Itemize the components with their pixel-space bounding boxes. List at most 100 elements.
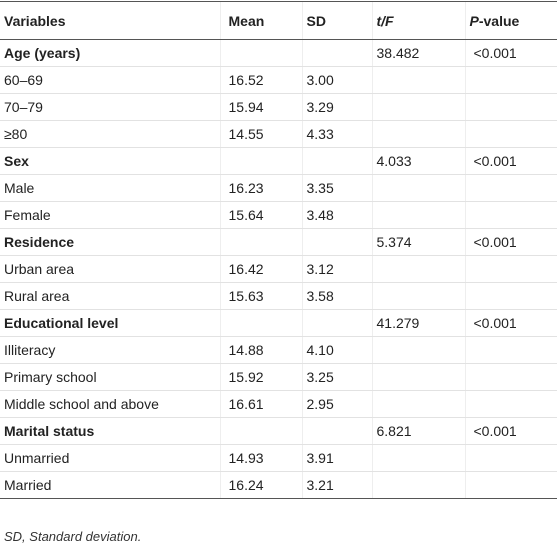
empty-cell	[464, 120, 557, 148]
item-row: Rural area 15.63 3.58	[0, 282, 557, 310]
empty-cell	[464, 444, 557, 472]
tf-value: 41.279	[371, 309, 465, 337]
group-row: Educational level 41.279 <0.001	[0, 309, 557, 337]
mean-value: 15.63	[219, 282, 302, 310]
empty-cell	[371, 390, 465, 418]
column-header: SD	[301, 1, 372, 40]
empty-cell	[219, 309, 302, 337]
item-label: Urban area	[0, 255, 220, 283]
p-value: <0.001	[464, 147, 557, 175]
group-row: Marital status 6.821 <0.001	[0, 417, 557, 445]
mean-value: 16.42	[219, 255, 302, 283]
mean-value: 16.61	[219, 390, 302, 418]
empty-cell	[464, 336, 557, 364]
item-label: ≥80	[0, 120, 220, 148]
group-row: Age (years) 38.482 <0.001	[0, 39, 557, 67]
item-row: ≥80 14.55 4.33	[0, 120, 557, 148]
empty-cell	[371, 93, 465, 121]
mean-value: 16.23	[219, 174, 302, 202]
item-row: Unmarried 14.93 3.91	[0, 444, 557, 472]
p-value: <0.001	[464, 309, 557, 337]
item-label: Female	[0, 201, 220, 229]
group-row: Sex 4.033 <0.001	[0, 147, 557, 175]
column-header: Mean	[219, 1, 302, 40]
item-row: Female 15.64 3.48	[0, 201, 557, 229]
mean-value: 15.64	[219, 201, 302, 229]
empty-cell	[301, 417, 372, 445]
group-row: Residence 5.374 <0.001	[0, 228, 557, 256]
empty-cell	[371, 174, 465, 202]
empty-cell	[464, 174, 557, 202]
sd-value: 3.25	[301, 363, 372, 391]
sd-value: 2.95	[301, 390, 372, 418]
empty-cell	[371, 363, 465, 391]
empty-cell	[219, 417, 302, 445]
empty-cell	[464, 282, 557, 310]
sd-value: 3.48	[301, 201, 372, 229]
header-row: Variables Mean SD t/F P-value	[0, 1, 557, 40]
empty-cell	[301, 228, 372, 256]
sd-value: 3.21	[301, 471, 372, 499]
item-label: 60–69	[0, 66, 220, 94]
sd-value: 4.10	[301, 336, 372, 364]
sd-value: 4.33	[301, 120, 372, 148]
mean-value: 14.93	[219, 444, 302, 472]
mean-value: 15.92	[219, 363, 302, 391]
item-label: 70–79	[0, 93, 220, 121]
sd-value: 3.91	[301, 444, 372, 472]
empty-cell	[464, 66, 557, 94]
column-header: Variables	[0, 1, 220, 40]
tf-value: 4.033	[371, 147, 465, 175]
p-value: <0.001	[464, 228, 557, 256]
item-label: Middle school and above	[0, 390, 220, 418]
empty-cell	[219, 39, 302, 67]
item-label: Unmarried	[0, 444, 220, 472]
p-value: <0.001	[464, 39, 557, 67]
mean-value: 15.94	[219, 93, 302, 121]
group-label: Marital status	[0, 417, 220, 445]
empty-cell	[371, 336, 465, 364]
p-value: <0.001	[464, 417, 557, 445]
empty-cell	[371, 255, 465, 283]
sd-value: 3.29	[301, 93, 372, 121]
tf-value: 5.374	[371, 228, 465, 256]
item-label: Illiteracy	[0, 336, 220, 364]
group-label: Residence	[0, 228, 220, 256]
mean-value: 14.88	[219, 336, 302, 364]
empty-cell	[371, 120, 465, 148]
empty-cell	[371, 471, 465, 499]
empty-cell	[301, 309, 372, 337]
group-label: Age (years)	[0, 39, 220, 67]
item-label: Male	[0, 174, 220, 202]
sd-value: 3.35	[301, 174, 372, 202]
item-row: Married 16.24 3.21	[0, 471, 557, 499]
item-row: Illiteracy 14.88 4.10	[0, 336, 557, 364]
column-header: P-value	[464, 1, 557, 40]
item-row: 60–69 16.52 3.00	[0, 66, 557, 94]
data-table: Variables Mean SD t/F P-value Age (years) 38.…	[0, 1, 557, 499]
empty-cell	[371, 201, 465, 229]
item-row: 70–79 15.94 3.29	[0, 93, 557, 121]
column-header: t/F	[371, 1, 465, 40]
tf-value: 6.821	[371, 417, 465, 445]
empty-cell	[464, 255, 557, 283]
empty-cell	[371, 444, 465, 472]
item-row: Urban area 16.42 3.12	[0, 255, 557, 283]
item-row: Male 16.23 3.35	[0, 174, 557, 202]
empty-cell	[219, 228, 302, 256]
empty-cell	[301, 147, 372, 175]
item-row: Primary school 15.92 3.25	[0, 363, 557, 391]
item-label: Primary school	[0, 363, 220, 391]
mean-value: 14.55	[219, 120, 302, 148]
table-body: Age (years) 38.482 <0.001 60–69 16.52 3.00 70–…	[0, 39, 557, 499]
sd-value: 3.00	[301, 66, 372, 94]
empty-cell	[464, 390, 557, 418]
item-label: Married	[0, 471, 220, 499]
group-label: Educational level	[0, 309, 220, 337]
empty-cell	[464, 363, 557, 391]
mean-value: 16.52	[219, 66, 302, 94]
empty-cell	[464, 93, 557, 121]
empty-cell	[371, 282, 465, 310]
mean-value: 16.24	[219, 471, 302, 499]
